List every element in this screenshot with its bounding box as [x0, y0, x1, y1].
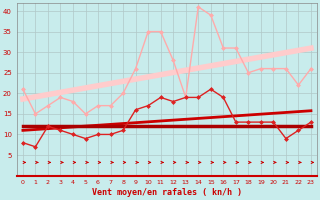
X-axis label: Vent moyen/en rafales ( kn/h ): Vent moyen/en rafales ( kn/h )	[92, 188, 242, 197]
